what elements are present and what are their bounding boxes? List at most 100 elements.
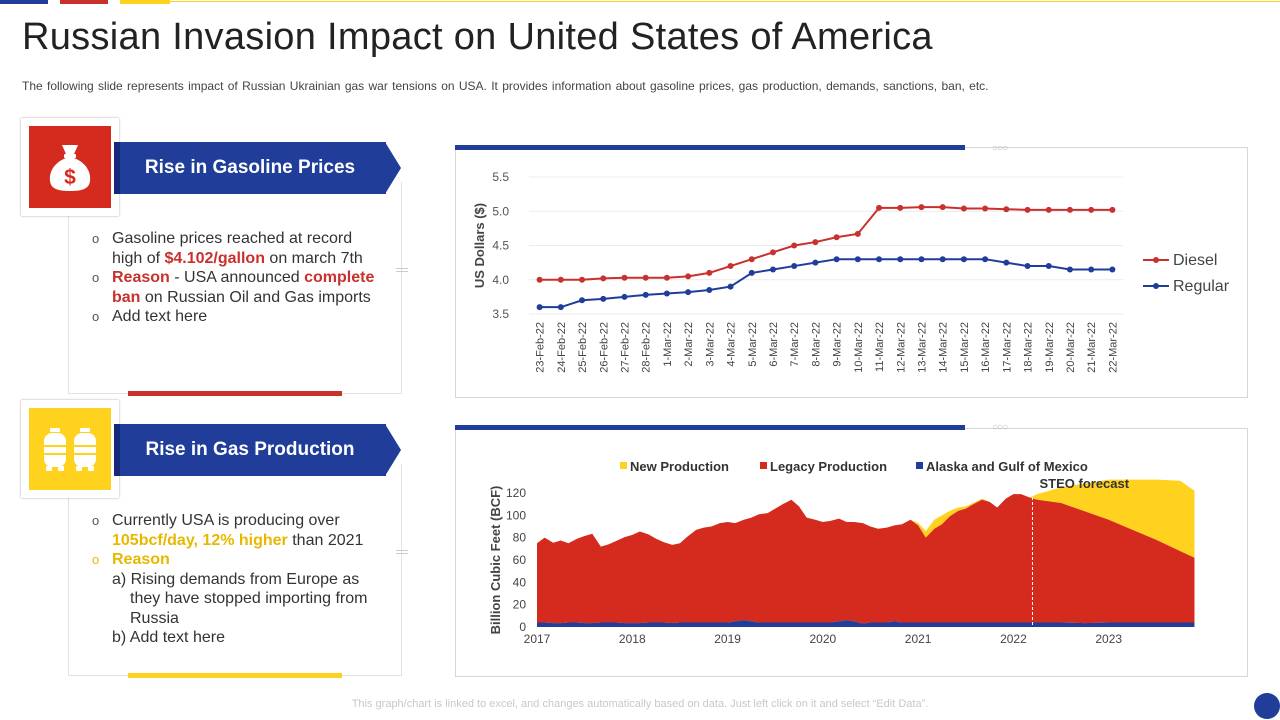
data-point — [791, 242, 798, 249]
area-alaska-and-gulf-of-mexico — [537, 620, 1195, 627]
y-tick-label: 60 — [513, 553, 527, 567]
data-point — [918, 204, 925, 211]
list-item: o Currently USA is producing over 105bcf… — [92, 512, 364, 549]
series-line-regular — [539, 258, 1113, 309]
data-point — [663, 290, 670, 297]
gasoline-heading: Rise in Gasoline Prices — [144, 157, 356, 178]
forecast-annotation: STEO forecast — [1039, 476, 1129, 491]
y-tick-label: 5.5 — [492, 170, 509, 184]
data-point — [727, 283, 734, 290]
x-tick-label: 12-Mar-22 — [895, 322, 907, 373]
chart-top-bar — [455, 425, 965, 430]
data-point — [706, 287, 713, 294]
legend-swatch — [760, 462, 767, 469]
data-point — [642, 291, 649, 298]
legend-swatch — [916, 462, 923, 469]
data-point — [621, 274, 628, 281]
x-tick-label: 5-Mar-22 — [747, 322, 759, 367]
x-tick-label: 9-Mar-22 — [832, 322, 844, 367]
legend-swatch — [620, 462, 627, 469]
list-item: a) Rising demands from Europe as they ha… — [112, 570, 368, 627]
page-subtitle: The following slide represents impact of… — [22, 79, 989, 93]
list-item: o Reason - USA announced complete ban on… — [92, 269, 375, 306]
data-point — [536, 276, 543, 283]
x-tick-label: 7-Mar-22 — [789, 322, 801, 367]
data-point — [1003, 259, 1010, 266]
data-point — [600, 295, 607, 302]
gasoline-banner-edge — [114, 142, 120, 194]
data-point — [982, 256, 989, 263]
gasoline-bullets: o Gasoline prices reached at record high… — [92, 229, 392, 327]
legend-label: Regular — [1173, 278, 1230, 295]
list-item: o Gasoline prices reached at record high… — [92, 230, 363, 267]
y-tick-label: 5.0 — [492, 204, 509, 218]
svg-text:$: $ — [64, 166, 76, 189]
data-point — [557, 304, 564, 311]
data-point — [1024, 263, 1031, 270]
y-axis-label: US Dollars ($) — [472, 203, 487, 288]
data-point — [642, 274, 649, 281]
data-point — [791, 263, 798, 270]
data-point — [854, 230, 861, 237]
x-tick-label: 28-Feb-22 — [641, 322, 653, 373]
card-tick — [396, 550, 408, 554]
page-title: Russian Invasion Impact on United States… — [22, 16, 933, 58]
data-point — [1088, 266, 1095, 273]
area-new-production — [537, 479, 1195, 558]
data-point — [1088, 206, 1095, 213]
corner-dot — [1254, 693, 1280, 719]
data-point — [579, 297, 586, 304]
data-point — [1109, 266, 1116, 273]
x-tick-label: 10-Mar-22 — [853, 322, 865, 373]
data-point — [769, 249, 776, 256]
x-tick-label: 2-Mar-22 — [683, 322, 695, 367]
footer-note: This graph/chart is linked to excel, and… — [351, 698, 929, 710]
chart-top-dots: ○○○ — [992, 143, 1008, 154]
gasoline-price-chart-box: 3.5 4.0 4.5 5.0 5.5 US Dollars ($) 23-Feb-22 24… — [455, 147, 1248, 398]
x-tick-label: 11-Mar-22 — [874, 322, 886, 372]
data-point — [876, 204, 883, 211]
data-point — [663, 274, 670, 281]
gasoline-icon-box: $ — [21, 118, 119, 216]
gas-cylinders-icon — [44, 428, 96, 471]
legend-marker — [1153, 283, 1159, 289]
data-point — [727, 263, 734, 270]
gas-production-banner-edge — [114, 424, 120, 476]
data-point — [621, 293, 628, 300]
money-bag-icon: $ — [49, 145, 91, 191]
data-point — [982, 205, 989, 212]
legend-label: Legacy Production — [770, 459, 887, 474]
gasoline-banner: Rise in Gasoline Prices — [114, 142, 386, 194]
list-item: b) Add text here — [112, 629, 225, 646]
price-highlight: $4.102/gallon — [164, 249, 265, 267]
gasoline-price-chart: 3.5 4.0 4.5 5.0 5.5 US Dollars ($) 23-Feb-22 24… — [472, 170, 1230, 373]
y-tick-label: 20 — [513, 598, 527, 612]
top-bar-yellow — [120, 0, 170, 4]
data-point — [706, 269, 713, 276]
data-point — [557, 276, 564, 283]
y-tick-label: 80 — [513, 531, 527, 545]
x-tick-label: 2019 — [714, 632, 741, 646]
x-tick-label: 27-Feb-22 — [619, 322, 631, 373]
data-point — [812, 239, 819, 246]
data-point — [833, 256, 840, 263]
card-tick — [396, 268, 408, 272]
y-tick-label: 40 — [513, 575, 527, 589]
top-rule — [170, 1, 1280, 2]
data-point — [685, 289, 692, 296]
legend-label: Diesel — [1173, 252, 1217, 269]
gasoline-card-underline — [128, 391, 342, 396]
x-tick-label: 20-Mar-22 — [1065, 322, 1077, 373]
y-tick-label: 4.0 — [492, 273, 509, 287]
x-tick-label: 17-Mar-22 — [1001, 322, 1013, 373]
x-tick-label: 2018 — [619, 632, 646, 646]
x-tick-label: 2017 — [524, 632, 551, 646]
gas-production-banner-arrow — [385, 424, 401, 476]
data-point — [1024, 206, 1031, 213]
y-tick-label: 0 — [519, 620, 526, 634]
x-tick-label: 14-Mar-22 — [938, 322, 950, 373]
chart-top-dots: ○○○ — [992, 422, 1008, 433]
x-tick-label: 1-Mar-22 — [662, 322, 674, 367]
x-tick-label: 15-Mar-22 — [959, 322, 971, 373]
